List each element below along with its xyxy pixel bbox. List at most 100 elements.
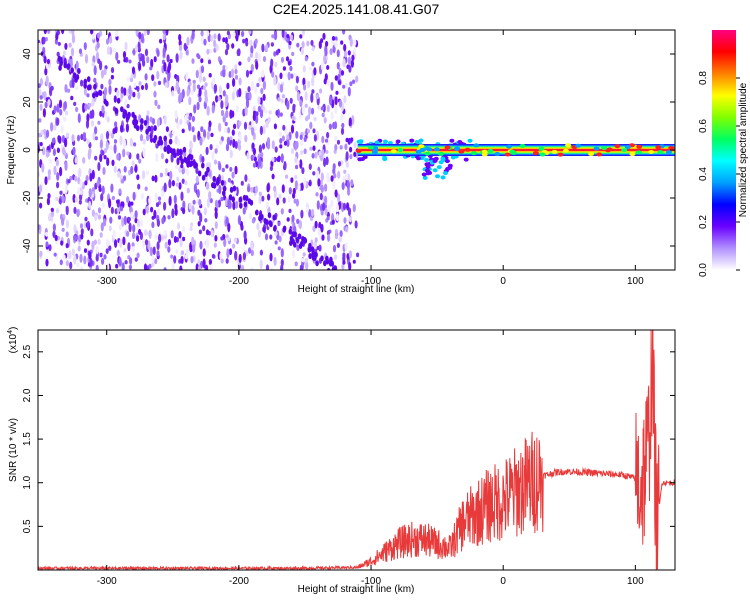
snr-series-line [38,330,675,570]
heatmap-cell [40,129,44,136]
heatmap-cell [145,205,149,214]
heatmap-cell [105,238,109,248]
heatmap-cell [208,191,212,200]
heatmap-cell [222,71,226,78]
heatmap-cell [85,175,89,182]
heatmap-cell [64,137,68,148]
heatmap-cell [39,250,43,257]
heatmap-cell [463,157,469,162]
heatmap-cell [119,206,124,212]
heatmap-cell [338,99,343,108]
heatmap-cell [287,71,291,81]
heatmap-cell [352,203,356,213]
heatmap-cell [55,158,60,167]
heatmap-cell [159,172,163,178]
heatmap-cell [347,56,351,66]
heatmap-cell [151,118,156,125]
heatmap-cell [213,159,218,165]
heatmap-cell [165,158,169,164]
heatmap-cell [166,54,170,63]
colorbar-tick-label: 0.2 [698,215,709,229]
heatmap-cell [65,219,69,229]
heatmap-cell [210,34,214,42]
heatmap-cell [304,103,308,108]
heatmap-cell [291,51,295,57]
heatmap-cell [341,122,345,129]
heatmap-cell [322,32,326,40]
heatmap-cell [181,168,185,175]
heatmap-cell [47,169,52,177]
heatmap-cell [261,143,266,150]
heatmap-cell [312,225,316,232]
heatmap-cell [334,96,338,106]
heatmap-cell [209,198,213,204]
heatmap-cell [142,59,146,67]
heatmap-cell [131,246,135,252]
heatmap-cell [132,191,136,201]
heatmap-cell [225,164,229,169]
heatmap-cell [79,253,83,263]
heatmap-cell [382,155,388,160]
heatmap-cell [238,87,242,98]
heatmap-cell [224,48,229,56]
heatmap-cell [207,171,212,177]
heatmap-cell [69,175,73,181]
heatmap-cell [290,34,294,41]
heatmap-cell [334,254,338,260]
heatmap-cell [108,245,112,251]
heatmap-cell [100,193,104,202]
heatmap-cell [303,84,307,91]
heatmap-cell [295,85,299,92]
heatmap-cell [225,234,229,239]
heatmap-cell [343,169,347,174]
heatmap-cell [337,276,341,282]
heatmap-cell [112,229,116,239]
heatmap-cell [250,45,254,55]
heatmap-cell [276,197,280,206]
heatmap-cell [326,267,331,270]
heatmap-cell [192,79,196,84]
heatmap-cell [234,64,238,71]
heatmap-cell [657,150,664,155]
heatmap-cell [292,249,296,259]
heatmap-cell [55,208,60,214]
heatmap-cell [205,182,210,190]
heatmap-cell [159,38,163,44]
heatmap-cell [148,196,152,205]
heatmap-cell [275,110,279,116]
heatmap-cell [245,98,250,109]
heatmap-cell [131,111,135,118]
heatmap-cell [427,170,433,175]
heatmap-cell [229,166,233,172]
heatmap-cell [432,159,438,163]
heatmap-cell [665,150,672,155]
heatmap-cell [285,174,289,179]
heatmap-cell [58,99,63,109]
heatmap-cell [345,225,349,233]
heatmap-cell [426,147,433,152]
heatmap-cell [105,38,110,45]
heatmap-cell [150,125,154,136]
heatmap-cell [106,116,110,123]
heatmap-cell [277,97,281,102]
heatmap-cell [106,157,110,166]
heatmap-cell [300,150,304,155]
heatmap-cell [282,225,287,232]
heatmap-cell [109,216,113,224]
heatmap-cell [279,144,283,149]
heatmap-cell [116,249,120,257]
heatmap-cell [247,56,251,63]
heatmap-cell [45,231,49,237]
heatmap-cell [271,71,275,78]
heatmap-cell [307,80,311,89]
heatmap-cell [163,61,167,72]
heatmap-cell [122,236,126,246]
heatmap-cell [178,182,182,190]
heatmap-cell [122,148,126,158]
heatmap-cell [70,67,74,74]
heatmap-cell [147,125,152,132]
heatmap-cell [334,234,338,240]
heatmap-cell [226,82,230,90]
heatmap-cell [279,83,284,93]
heatmap-cell [55,33,59,41]
